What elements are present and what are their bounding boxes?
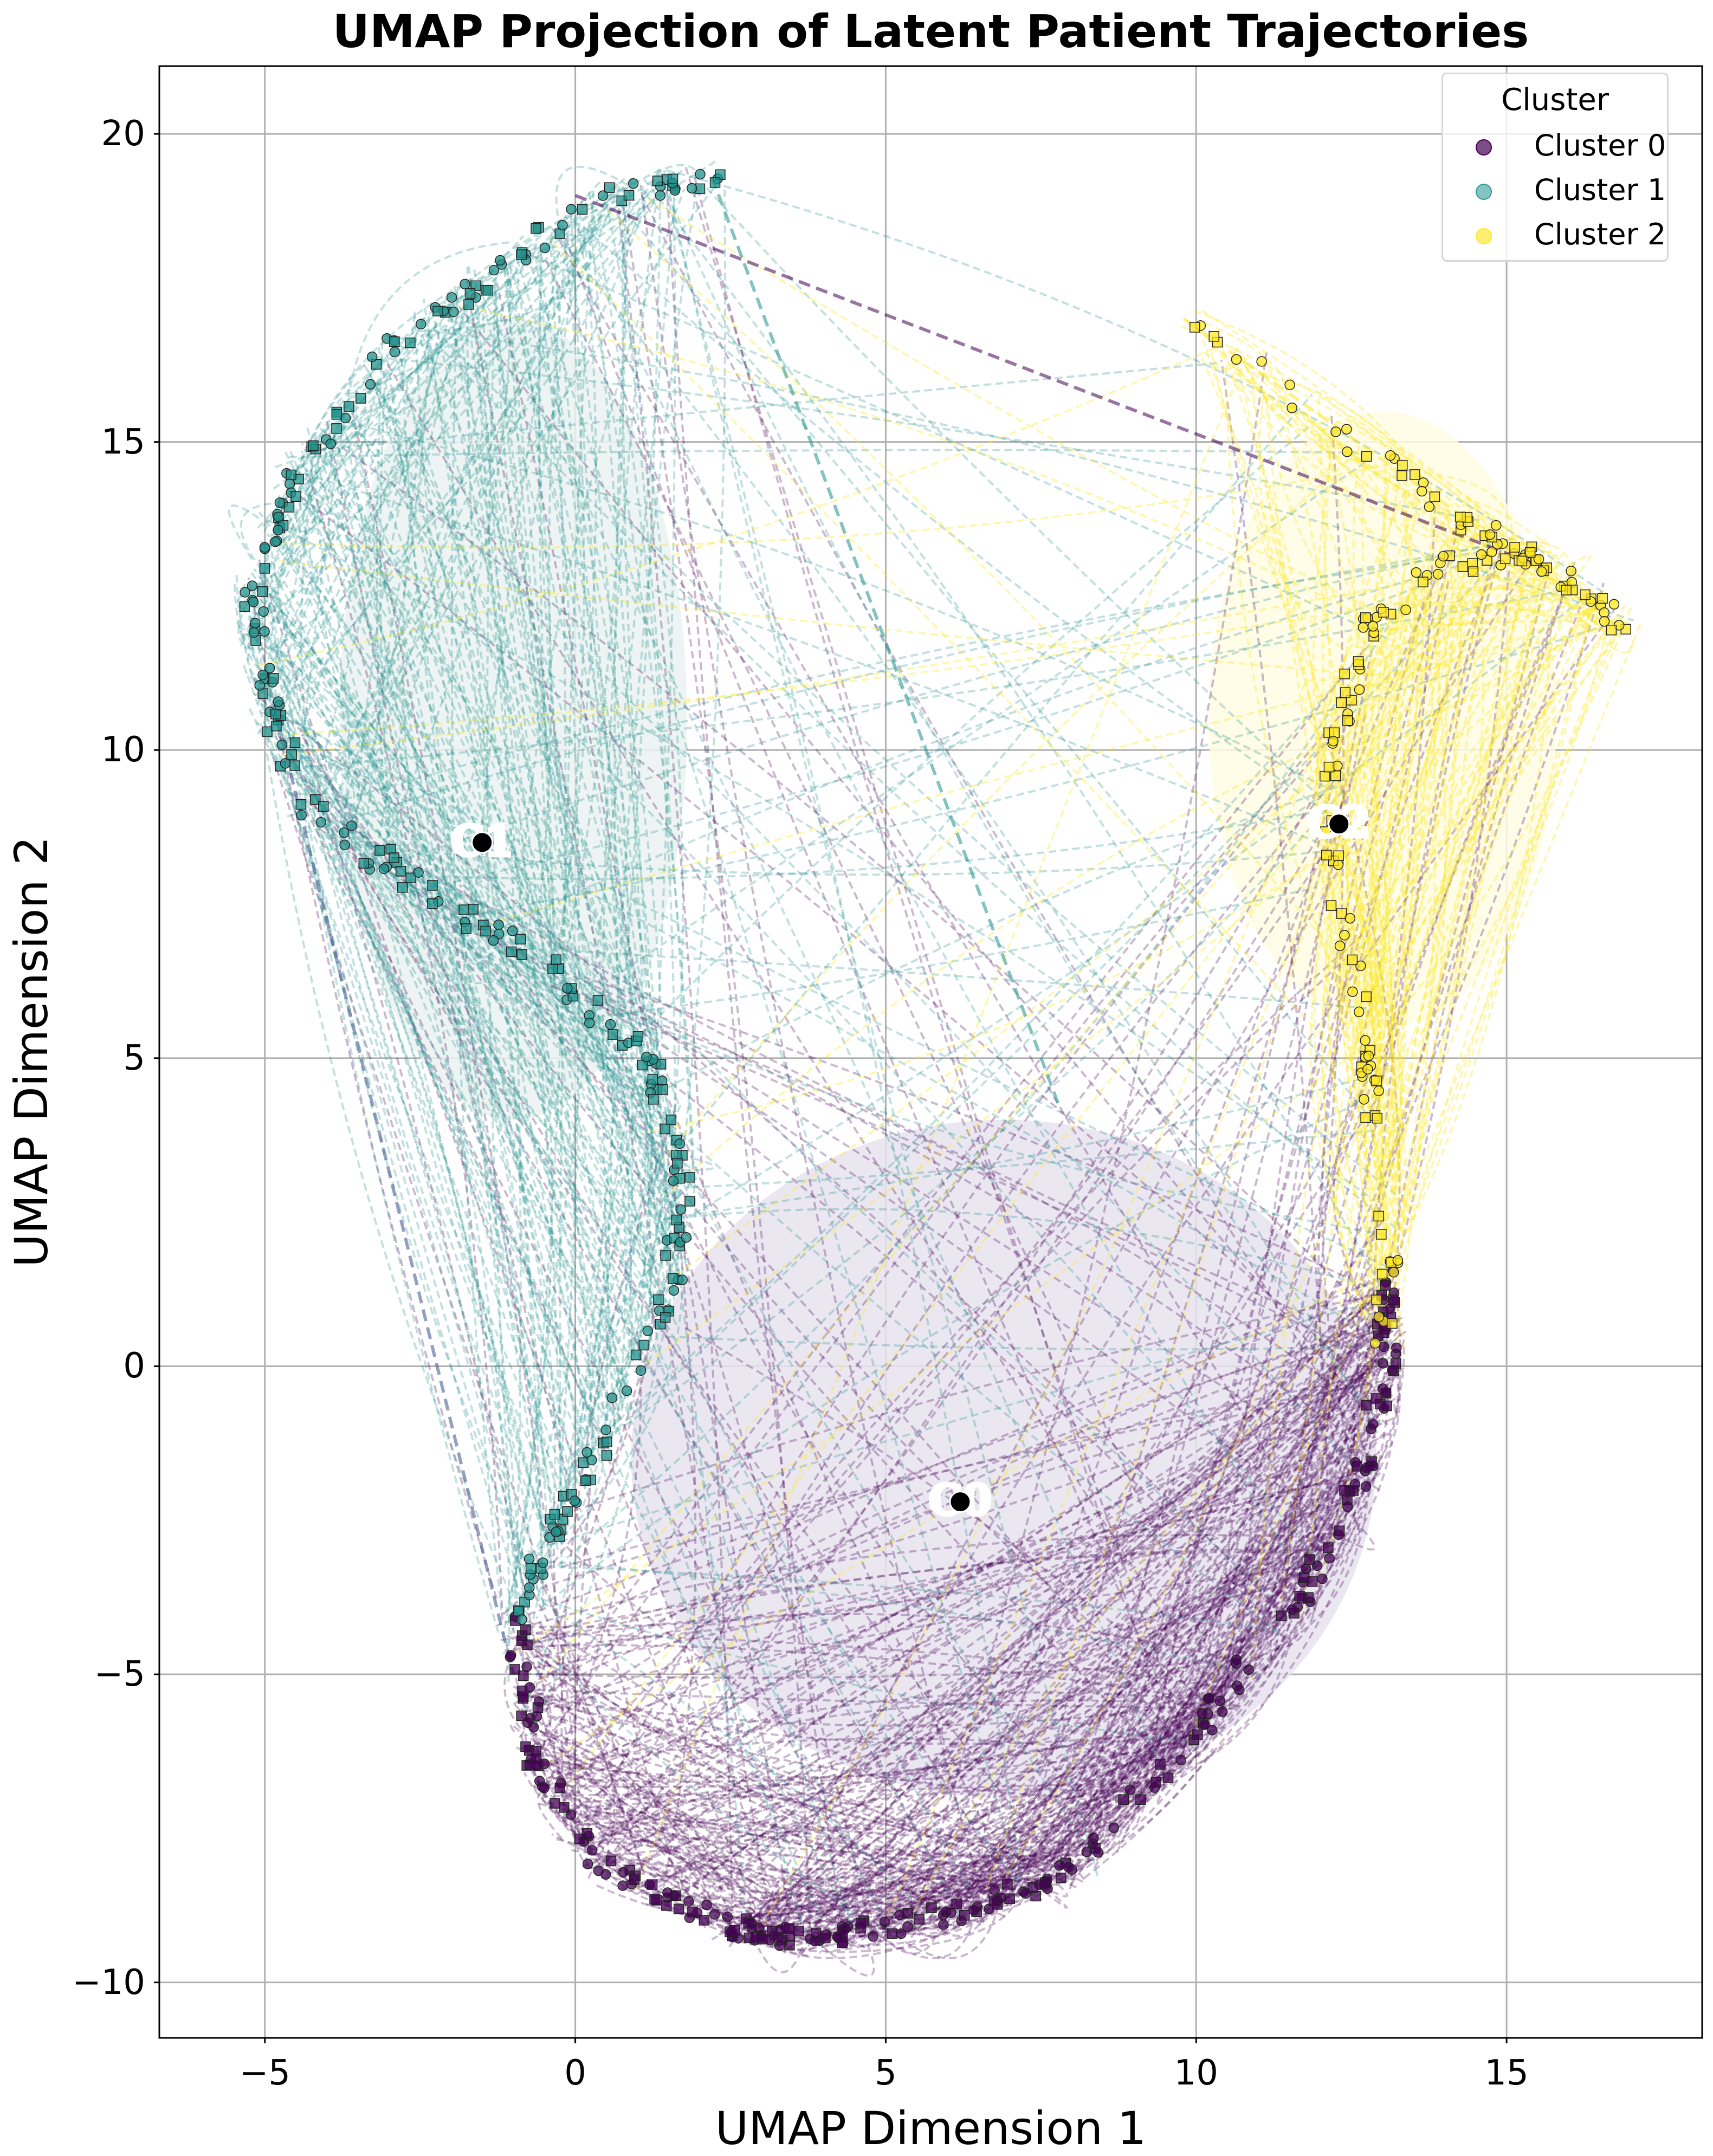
- chart-title: UMAP Projection of Latent Patient Trajec…: [332, 5, 1529, 58]
- axes-frame: [158, 65, 1703, 2039]
- y-tick-label: 0: [123, 1346, 145, 1387]
- y-tick-label: 15: [101, 422, 145, 462]
- centroid-markers: C0 C1 C2: [449, 797, 1372, 1527]
- centroid-c1: C1: [449, 815, 515, 867]
- y-tick-label: −10: [72, 1962, 145, 2003]
- legend-title: Cluster: [1501, 82, 1609, 118]
- legend-item-cluster-0: Cluster 0: [1443, 124, 1667, 169]
- x-tick-label: 5: [875, 2053, 897, 2093]
- legend-label: Cluster 0: [1534, 128, 1666, 163]
- y-tick-label: 10: [101, 730, 145, 771]
- x-tick-label: 0: [564, 2053, 586, 2093]
- x-tick-label: 10: [1174, 2053, 1218, 2093]
- centroid-c0: C0: [927, 1474, 993, 1527]
- y-tick-label: −5: [94, 1654, 145, 1695]
- cluster-0-dot-icon: [1476, 139, 1492, 156]
- legend-label: Cluster 2: [1534, 217, 1666, 251]
- data-points: [239, 169, 1631, 1951]
- cluster-density-ellipses: [339, 319, 1556, 1798]
- legend-label: Cluster 1: [1534, 173, 1666, 207]
- tick-marks: [154, 133, 1508, 2043]
- y-tick-label: 20: [101, 114, 145, 154]
- y-tick-label: 5: [123, 1038, 145, 1078]
- x-tick-label: −5: [239, 2053, 290, 2093]
- legend: Cluster Cluster 0 Cluster 1 Cluster 2: [1441, 73, 1669, 262]
- legend-item-cluster-1: Cluster 1: [1443, 169, 1667, 213]
- cluster-2-dot-icon: [1476, 228, 1492, 244]
- cluster-1-dot-icon: [1476, 184, 1492, 200]
- x-axis-label: UMAP Dimension 1: [715, 2102, 1147, 2155]
- y-axis-label: UMAP Dimension 2: [5, 836, 58, 1267]
- centroid-c2: C2: [1306, 797, 1372, 849]
- legend-item-cluster-2: Cluster 2: [1443, 213, 1667, 257]
- x-tick-label: 15: [1484, 2053, 1529, 2093]
